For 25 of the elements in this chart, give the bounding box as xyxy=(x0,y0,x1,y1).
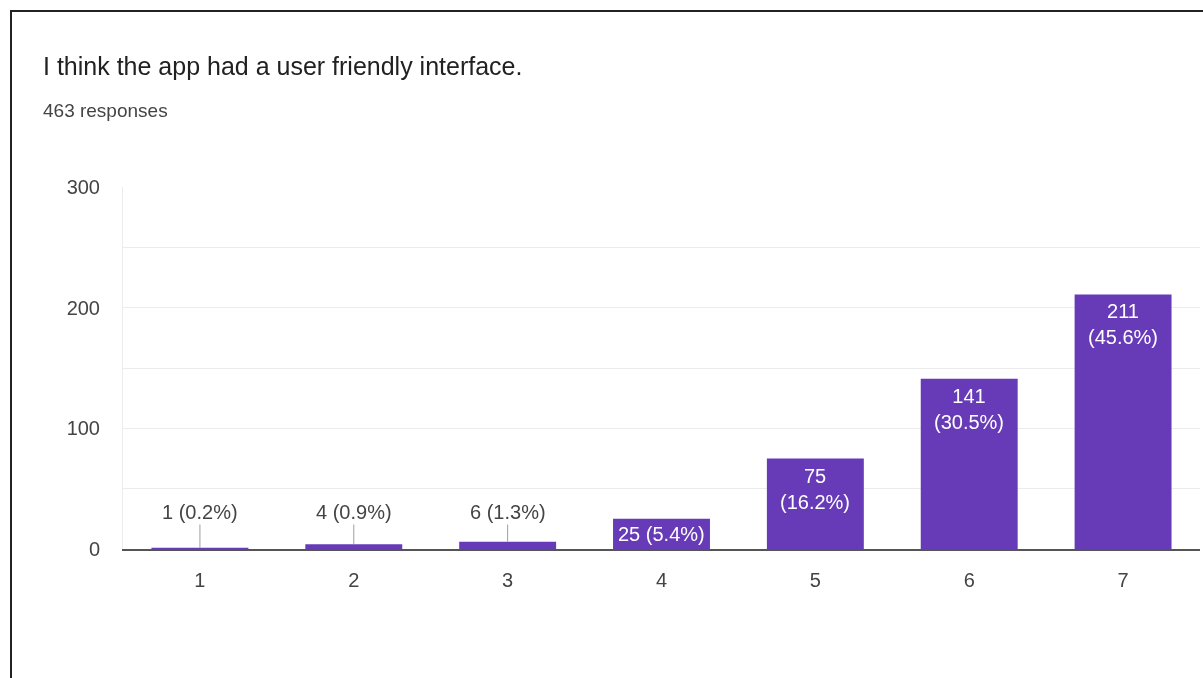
bar xyxy=(305,544,403,549)
bar xyxy=(920,378,1018,549)
x-tick-label: 3 xyxy=(502,568,514,591)
y-tick-label: 200 xyxy=(66,296,100,319)
bar xyxy=(1074,294,1172,549)
data-label: 75 (16.2%) xyxy=(780,465,851,513)
x-tick-label: 2 xyxy=(348,568,360,591)
x-tick-label: 7 xyxy=(1117,568,1129,591)
chart-title: I think the app had a user friendly interface. xyxy=(43,51,523,80)
y-tick-label: 0 xyxy=(88,538,100,560)
data-label: 1 (0.2%) xyxy=(162,501,238,523)
data-label: 6 (1.3%) xyxy=(470,501,546,523)
chart-subtitle: 463 responses xyxy=(43,99,168,121)
data-label: 211 (45.6%) xyxy=(1088,300,1159,348)
x-tick-label: 5 xyxy=(809,568,821,591)
x-tick-label: 4 xyxy=(655,568,668,591)
y-tick-label: 300 xyxy=(66,176,100,198)
bar xyxy=(766,458,864,549)
bar xyxy=(459,541,557,549)
x-tick-label: 1 xyxy=(194,568,206,591)
data-label: 4 (0.9%) xyxy=(316,501,392,523)
data-label: 141 (30.5%) xyxy=(934,385,1005,433)
y-tick-label: 100 xyxy=(66,417,100,440)
x-tick-label: 6 xyxy=(963,568,975,591)
data-label: 25 (5.4%) xyxy=(618,523,705,545)
